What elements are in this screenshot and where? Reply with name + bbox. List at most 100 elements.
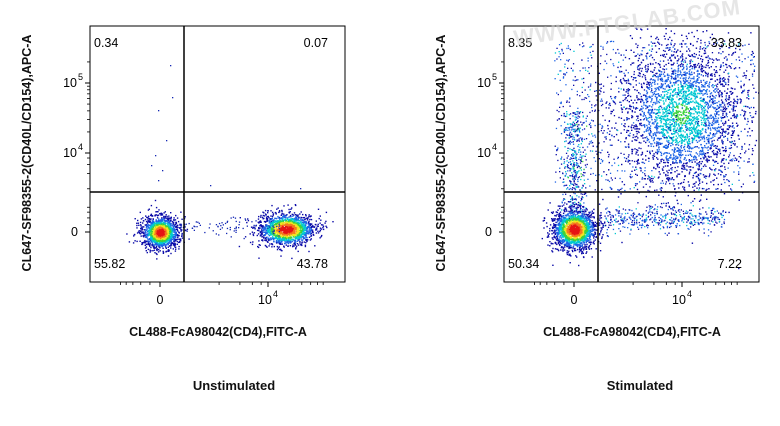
event-dot (169, 240, 171, 243)
event-dot (210, 185, 212, 187)
event-dot (158, 246, 160, 248)
event-dot (715, 58, 717, 60)
event-dot (745, 105, 747, 108)
event-dot (177, 235, 180, 237)
event-dot (714, 160, 716, 163)
event-dot (689, 42, 692, 45)
event-dot (617, 196, 620, 198)
event-dot (689, 133, 691, 136)
event-dot (287, 204, 289, 206)
event-dot (155, 247, 158, 249)
event-dot (714, 88, 716, 90)
event-dot (265, 239, 268, 241)
event-dot (132, 242, 135, 244)
event-dot (269, 231, 272, 233)
event-dot (628, 94, 630, 97)
event-dot (302, 213, 304, 216)
event-dot (646, 124, 648, 127)
event-dot (667, 123, 670, 125)
event-dot (703, 116, 705, 118)
event-dot (683, 162, 685, 165)
event-dot (157, 237, 159, 239)
event-dot (160, 238, 163, 241)
event-dot (712, 149, 715, 152)
event-dot (169, 224, 171, 226)
event-dot (674, 131, 676, 134)
event-dot (162, 170, 164, 172)
event-dot (646, 118, 648, 120)
event-dot (700, 119, 703, 122)
event-dot (651, 150, 654, 152)
event-dot (320, 228, 323, 230)
event-dot (667, 38, 669, 41)
event-dot (711, 143, 713, 145)
event-dot (694, 117, 697, 119)
event-dot (276, 229, 278, 231)
event-dot (275, 231, 278, 234)
event-dot (238, 245, 241, 248)
event-dot (284, 219, 286, 221)
event-dot (300, 211, 302, 213)
event-dot (278, 236, 281, 238)
event-dot (708, 156, 710, 158)
event-dot (689, 62, 691, 65)
event-dot (670, 67, 673, 70)
event-dot (716, 111, 719, 113)
event-dot (666, 177, 668, 180)
event-dot (691, 147, 693, 150)
event-dot (252, 227, 254, 229)
event-dot (636, 174, 638, 176)
event-dot (171, 231, 173, 233)
event-dot (168, 222, 171, 224)
event-dot (708, 125, 711, 127)
event-dot (268, 228, 270, 231)
event-dot (729, 65, 731, 68)
event-dot (707, 159, 709, 161)
event-dot (138, 224, 140, 226)
event-dot (247, 219, 250, 222)
event-dot (272, 214, 274, 216)
event-dot (168, 235, 170, 237)
event-dot (326, 226, 328, 229)
event-dot (686, 50, 688, 52)
event-dot (689, 61, 692, 63)
event-dot (656, 117, 658, 119)
event-dot (716, 90, 718, 92)
event-dot (150, 239, 152, 242)
event-dot (282, 220, 284, 222)
event-dot (663, 123, 665, 125)
event-dot (684, 78, 687, 81)
event-dot (697, 133, 700, 135)
event-dot (697, 177, 700, 180)
event-dot (166, 217, 168, 219)
event-dot (663, 172, 665, 174)
event-dot (267, 241, 269, 243)
event-dot (727, 32, 730, 34)
event-dot (257, 221, 259, 223)
event-dot (680, 71, 682, 74)
event-dot (613, 136, 615, 138)
event-dot (720, 117, 723, 120)
event-dot (310, 232, 313, 235)
event-dot (682, 94, 684, 96)
event-dot (738, 267, 740, 270)
event-dot (147, 238, 149, 241)
event-dot (710, 181, 712, 183)
event-dot (709, 132, 711, 134)
event-dot (293, 212, 296, 214)
event-dot (288, 233, 291, 235)
event-dot (297, 238, 299, 240)
event-dot (705, 75, 707, 77)
event-dot (220, 225, 222, 227)
event-dot (278, 235, 280, 237)
event-dot (674, 112, 676, 114)
event-dot (658, 107, 660, 109)
event-dot (304, 229, 306, 232)
event-dot (579, 189, 581, 191)
event-dot (297, 218, 300, 220)
event-dot (297, 235, 300, 237)
event-dot (659, 137, 661, 140)
event-dot (163, 237, 166, 239)
event-dot (665, 126, 667, 128)
event-dot (733, 154, 735, 157)
